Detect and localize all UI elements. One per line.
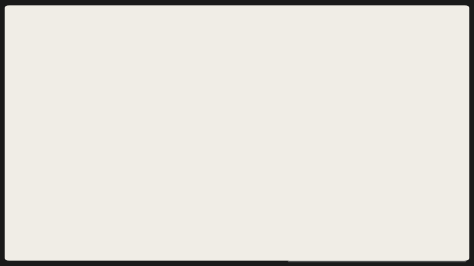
Text: ).: ).	[103, 141, 112, 154]
Text: 400: 400	[326, 220, 335, 225]
Text: NDC 0641-2470-41: NDC 0641-2470-41	[293, 205, 340, 210]
Text: Find the Heparin: Find the Heparin	[51, 128, 153, 141]
Text: Start: Start	[339, 29, 353, 34]
Text: 18 units/kg/hr.: 18 units/kg/hr.	[31, 97, 116, 110]
Text: Sodium: Sodium	[300, 173, 329, 182]
Text: mL: mL	[77, 202, 95, 215]
Text: dosage: dosage	[132, 128, 178, 141]
FancyBboxPatch shape	[287, 13, 379, 245]
Text: 2: 2	[361, 144, 367, 154]
Text: and: and	[80, 141, 109, 154]
Text: FOR IV OR SO USE...: FOR IV OR SO USE...	[315, 251, 359, 255]
Text: $\frac{1\,mL}{10000\,units}$: $\frac{1\,mL}{10000\,units}$	[173, 156, 206, 172]
FancyBboxPatch shape	[288, 191, 465, 261]
Text: 100: 100	[326, 96, 335, 101]
FancyBboxPatch shape	[292, 220, 382, 236]
Text: /hr.: /hr.	[87, 202, 106, 215]
Text: 10,000 units/ 1 ml: 10,000 units/ 1 ml	[305, 245, 369, 250]
Text: units: units	[56, 141, 85, 154]
Text: $\frac{135\,lb}{1} \cdot \frac{1kg}{2.2\,lb}$ = 61.9kg: $\frac{135\,lb}{1} \cdot \frac{1kg}{2.2\…	[142, 88, 219, 106]
Text: Available:  see labels: Available: see labels	[31, 112, 155, 125]
Text: RECORDED WITH: RECORDED WITH	[5, 247, 38, 251]
Text: 10,000 units: 10,000 units	[120, 176, 155, 181]
Text: 300: 300	[326, 178, 335, 184]
Text: MULTIPLE DOSE Vial: MULTIPLE DOSE Vial	[301, 196, 350, 201]
Text: 1: 1	[361, 103, 367, 113]
Text: . The order: . The order	[121, 52, 186, 65]
Text: 3: 3	[361, 185, 367, 195]
Text: Heparin Based on Weight: Heparin Based on Weight	[19, 19, 248, 37]
Text: 0: 0	[361, 61, 367, 72]
Text: Bolus: Bolus	[108, 128, 140, 141]
Text: 200: 200	[326, 137, 335, 142]
Text: units: units	[300, 136, 319, 145]
Text: and: and	[64, 202, 94, 215]
Text: D5W: D5W	[300, 74, 319, 84]
Text: Heparin: Heparin	[300, 154, 330, 163]
Text: units/hr: units/hr	[31, 202, 77, 215]
Text: HEPARIN: HEPARIN	[313, 223, 361, 233]
Text: is to bolus with heparin sodium: is to bolus with heparin sodium	[31, 68, 216, 81]
Text: 500 mL: 500 mL	[300, 53, 328, 62]
Text: SODIUM INJECTION, USP: SODIUM INJECTION, USP	[311, 237, 363, 241]
Text: 135 lb: 135 lb	[84, 52, 121, 65]
Text: mL: mL	[94, 141, 112, 154]
Text: SCREENCAST: SCREENCAST	[5, 253, 41, 258]
FancyBboxPatch shape	[291, 194, 383, 258]
Text: 25,000: 25,000	[300, 117, 327, 126]
Text: $\frac{80\,units}{kg}$ $\cdot$ $\frac{61.9kg}{1}$ = 4952units: $\frac{80\,units}{kg}$ $\cdot$ $\frac{61…	[31, 155, 130, 173]
Text: 4 ml: 4 ml	[293, 196, 305, 201]
Text: ELKINS-SINN, INC. Cherry Hill, NJ 08034: ELKINS-SINN, INC. Cherry Hill, NJ 08034	[337, 253, 417, 257]
Text: =: =	[201, 160, 209, 169]
Text: A client weighs: A client weighs	[31, 52, 124, 65]
Text: 80 units/kg, then initiate drip at: 80 units/kg, then initiate drip at	[31, 83, 219, 95]
Text: Time: Time	[339, 43, 353, 48]
Text: 4: 4	[361, 226, 367, 236]
Text: (: (	[51, 141, 56, 154]
Text: 0.49
mL: 0.49 mL	[217, 159, 233, 172]
Text: Find the IV drip rate in both: Find the IV drip rate in both	[31, 188, 194, 201]
